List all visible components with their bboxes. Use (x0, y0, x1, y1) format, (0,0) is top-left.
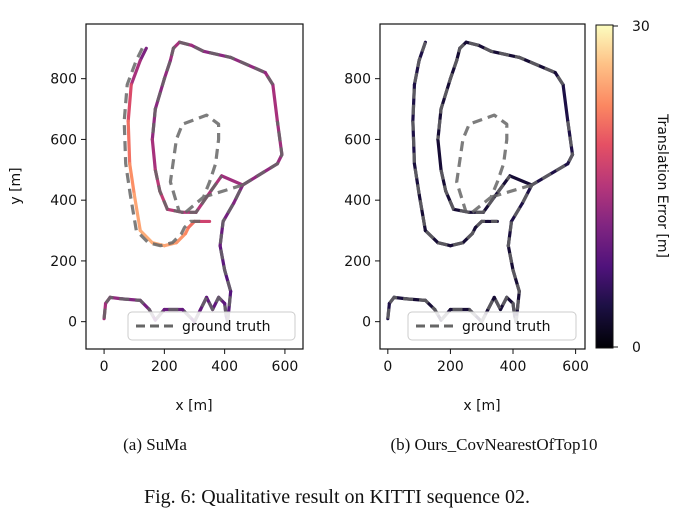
x-tick-label: 600 (272, 359, 299, 375)
legend-label-b: ground truth (462, 319, 550, 335)
trajectory-segment (150, 137, 157, 172)
trajectory-segment (436, 137, 443, 172)
y-ticks-b: 0 200 400 600 800 (344, 72, 380, 331)
ground-truth-a (102, 40, 284, 324)
x-ticks-b: 0 200 400 600 (383, 349, 589, 375)
legend-box-a (127, 311, 296, 341)
ground-truth-b (386, 40, 575, 324)
legend-label-a: ground truth (182, 319, 270, 335)
trajectory-segment (561, 83, 570, 123)
y-tick-label: 400 (344, 193, 371, 209)
x-tick-label: 200 (151, 359, 178, 375)
trajectory-segment (271, 83, 279, 123)
x-ticks-a: 0 200 400 600 (100, 349, 299, 375)
y-tick-label: 800 (50, 72, 77, 88)
error-trajectory-b (386, 40, 575, 324)
ground-truth-inner-path (411, 41, 498, 248)
colorbar: 30 0 Translation Error [m] (595, 19, 670, 356)
legend-box-b (407, 311, 577, 341)
legend-a: ground truth (127, 311, 296, 341)
y-tick-label: 800 (344, 72, 371, 88)
trajectory-segment (508, 174, 534, 187)
x-tick-label: 0 (383, 359, 392, 375)
colorbar-gradient (595, 24, 614, 349)
y-tick-label: 400 (50, 193, 77, 209)
ground-truth-path (102, 40, 284, 324)
x-tick-label: 0 (100, 359, 109, 375)
colorbar-min-label: 0 (632, 340, 641, 356)
inner-loop-segment (138, 46, 148, 63)
trajectory-segment (220, 174, 245, 187)
subplot-b: 0 200 400 600 0 200 400 600 800 x [m] ground tr… (344, 23, 598, 454)
y-tick-label: 600 (344, 132, 371, 148)
axes-frame-b (379, 23, 586, 350)
y-tick-label: 0 (68, 315, 77, 331)
colorbar-label: Translation Error [m] (654, 113, 670, 258)
error-trajectory-a (102, 40, 284, 324)
legend-b: ground truth (407, 311, 577, 341)
y-ticks-a: 0 200 400 600 800 (50, 72, 86, 331)
ground-truth-inner-path (122, 47, 206, 248)
inner-loop-segment (126, 119, 132, 166)
y-tick-label: 0 (362, 315, 371, 331)
inner-loop-segment (138, 228, 154, 245)
x-tick-label: 600 (562, 359, 589, 375)
inner-loop-segment (129, 58, 142, 87)
inner-loop-segment (126, 83, 133, 123)
x-axis-label-a: x [m] (175, 398, 212, 414)
x-tick-label: 400 (500, 359, 527, 375)
y-tick-label: 200 (344, 254, 371, 270)
colorbar-max-label: 30 (632, 19, 650, 35)
subcaption-a: (a) SuMa (123, 435, 187, 454)
x-tick-label: 200 (437, 359, 464, 375)
y-tick-label: 600 (50, 132, 77, 148)
y-axis-label-a: y [m] (8, 167, 24, 204)
axes-frame-a (85, 23, 304, 350)
y-tick-label: 200 (50, 254, 77, 270)
inner-loop-segment (174, 231, 188, 245)
x-axis-label-b: x [m] (463, 398, 500, 414)
subplot-a: 0 200 400 600 0 200 400 600 800 x [m] y [m] gro… (8, 23, 304, 454)
figure-caption: Fig. 6: Qualitative result on KITTI sequ… (144, 486, 530, 508)
subcaption-b: (b) Ours_CovNearestOfTop10 (390, 435, 597, 454)
ground-truth-path (386, 40, 575, 324)
inner-loop-segment (132, 192, 142, 233)
inner-loop-segment (128, 162, 136, 196)
x-tick-label: 400 (211, 359, 238, 375)
